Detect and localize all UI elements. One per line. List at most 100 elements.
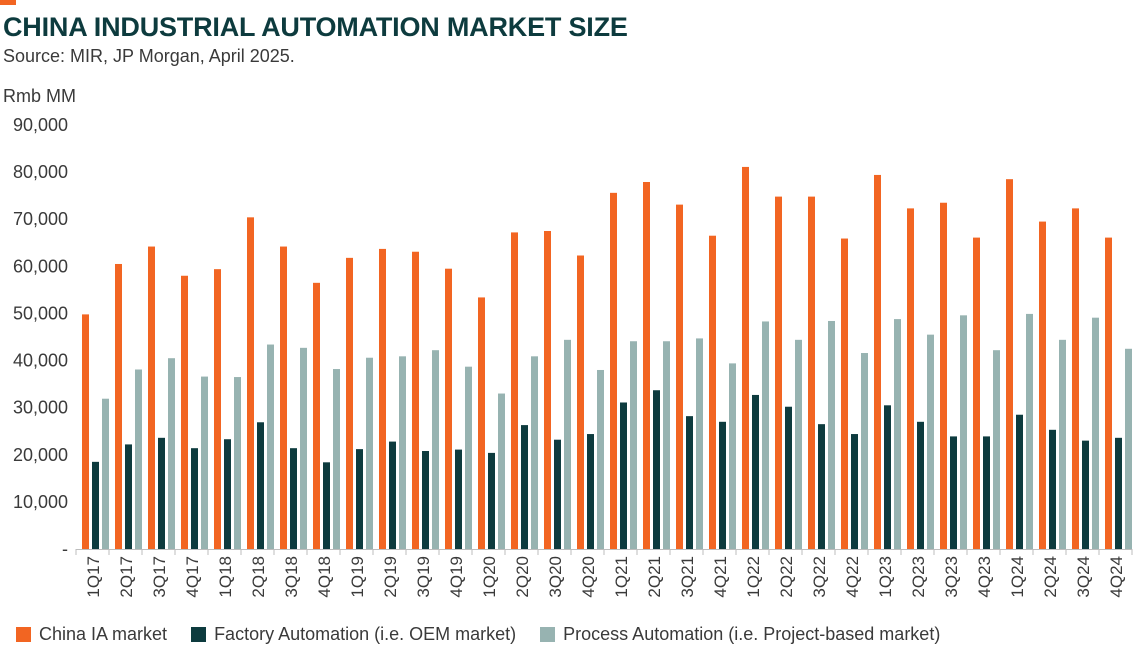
bar-3Q18-s1 [290,448,297,549]
bar-1Q20-s1 [488,452,495,549]
bar-4Q18-s1 [323,462,330,549]
bar-1Q24-s0 [1006,179,1013,549]
legend-item-2: Process Automation (i.e. Project-based m… [540,624,940,645]
y-tick-label: - [62,539,68,559]
x-tick-label: 2Q19 [381,556,400,598]
bar-4Q20-s0 [577,255,584,549]
y-tick-label: 20,000 [13,445,68,465]
y-axis-label: Rmb MM [3,86,76,106]
bar-4Q20-s1 [587,434,594,549]
x-tick-label: 2Q17 [117,556,136,598]
bar-3Q22-s0 [808,196,815,549]
bar-3Q18-s0 [280,246,287,549]
bar-2Q23-s2 [927,334,934,549]
bar-3Q17-s0 [148,246,155,549]
bar-1Q21-s2 [630,341,637,549]
x-tick-label: 4Q18 [315,556,334,598]
bar-1Q23-s2 [894,319,901,549]
bar-4Q17-s0 [181,275,188,549]
bar-1Q19-s1 [356,449,363,549]
bar-1Q18-s2 [234,377,241,549]
x-tick-label: 1Q20 [480,556,499,598]
bar-2Q22-s2 [795,339,802,549]
bar-2Q18-s2 [267,344,274,549]
x-tick-label: 3Q20 [546,556,565,598]
legend-swatch [16,626,31,642]
x-tick-label: 3Q23 [942,556,961,598]
y-tick-label: 30,000 [13,398,68,418]
bar-1Q17-s0 [82,314,89,549]
bar-3Q21-s1 [686,416,693,549]
bar-2Q17-s1 [125,444,132,549]
bar-2Q20-s0 [511,232,518,549]
bar-3Q23-s2 [960,315,967,549]
bar-2Q22-s1 [785,406,792,549]
chart-title: CHINA INDUSTRIAL AUTOMATION MARKET SIZE [3,12,628,42]
x-tick-label: 1Q21 [612,556,631,598]
bar-2Q19-s0 [379,248,386,549]
bar-2Q20-s1 [521,425,528,549]
x-tick-label: 1Q22 [744,556,763,598]
x-tick-label: 2Q22 [777,556,796,598]
bar-1Q24-s2 [1026,313,1033,549]
bar-4Q24-s1 [1115,437,1122,549]
bar-3Q19-s1 [422,451,429,549]
bar-4Q24-s2 [1125,348,1132,549]
bar-3Q17-s1 [158,437,165,549]
bar-1Q21-s0 [610,192,617,549]
bar-4Q21-s2 [729,363,736,549]
legend-item-0: China IA market [16,624,167,645]
legend-label: China IA market [39,623,168,644]
bar-1Q23-s1 [884,405,891,549]
chart-legend: China IA market Factory Automation (i.e. … [16,622,940,646]
y-tick-label: 50,000 [13,303,68,323]
x-tick-label: 1Q24 [1008,556,1027,598]
bar-4Q20-s2 [597,369,604,549]
bar-2Q21-s2 [663,341,670,549]
bar-1Q23-s0 [874,174,881,549]
bar-4Q19-s2 [465,366,472,549]
x-tick-label: 3Q19 [414,556,433,598]
bar-4Q17-s1 [191,448,198,549]
x-tick-label: 3Q24 [1074,556,1093,598]
bar-3Q19-s0 [412,251,419,549]
bar-2Q18-s1 [257,422,264,549]
y-tick-label: 80,000 [13,162,68,182]
bar-1Q24-s1 [1016,414,1023,549]
bar-3Q24-s2 [1092,317,1099,549]
bar-1Q22-s2 [762,321,769,549]
bar-3Q21-s0 [676,204,683,549]
x-tick-label: 2Q20 [513,556,532,598]
y-tick-label: 70,000 [13,209,68,229]
bar-1Q21-s1 [620,402,627,549]
x-tick-label: 4Q17 [183,556,202,598]
bar-2Q19-s2 [399,356,406,549]
y-tick-label: 10,000 [13,492,68,512]
x-tick-label: 2Q18 [249,556,268,598]
x-tick-label: 3Q17 [150,556,169,598]
x-tick-label: 4Q21 [711,556,730,598]
bar-2Q24-s1 [1049,429,1056,549]
bar-1Q20-s2 [498,393,505,549]
bar-1Q17-s1 [92,461,99,549]
bar-3Q22-s2 [828,320,835,549]
bar-4Q21-s0 [709,235,716,549]
legend-item-1: Factory Automation (i.e. OEM market) [191,624,516,645]
bar-4Q23-s2 [993,350,1000,549]
legend-swatch [191,626,207,642]
bar-4Q21-s1 [719,421,726,549]
bar-4Q23-s0 [973,237,980,549]
bar-2Q21-s0 [643,182,650,549]
bar-2Q22-s0 [775,196,782,549]
y-tick-label: 40,000 [13,351,68,371]
bar-3Q24-s1 [1082,440,1089,549]
bar-3Q19-s2 [432,350,439,549]
bar-3Q23-s0 [940,202,947,549]
legend-swatch [540,626,556,642]
bar-2Q17-s0 [115,263,122,549]
bar-2Q23-s0 [907,208,914,550]
bar-1Q22-s0 [742,166,749,549]
title-accent-bar [0,0,16,5]
bar-3Q24-s0 [1072,208,1079,550]
x-tick-label: 1Q17 [84,556,103,598]
